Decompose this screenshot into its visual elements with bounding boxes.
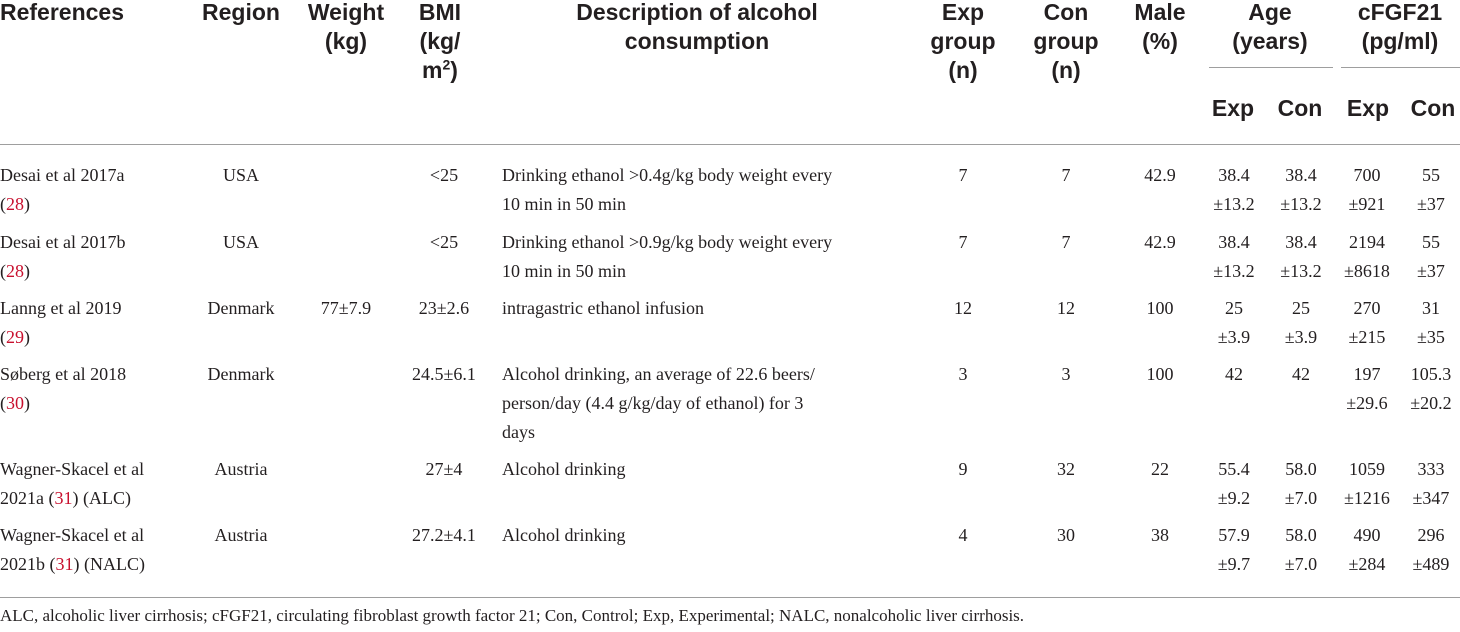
header-age-exp: Exp [1211, 95, 1255, 121]
exp-n-cell: 3 [958, 364, 968, 384]
con-n-cell: 3 [1061, 364, 1071, 384]
header-male: Male (%) [1134, 0, 1186, 54]
male-cell: 100 [1146, 298, 1174, 318]
header-exp-group: Exp group (n) [930, 0, 996, 83]
con-n-cell: 32 [1057, 459, 1075, 479]
region-cell: Austria [214, 459, 268, 479]
header-age: Age (years) [1232, 0, 1308, 54]
exp-n-cell: 9 [958, 459, 968, 479]
description-cell: intragastric ethanol infusion [502, 298, 704, 318]
region-cell: Denmark [207, 364, 275, 384]
region-cell: Austria [214, 525, 268, 545]
header-region: Region [202, 0, 280, 25]
description-cell: Alcohol drinking [502, 525, 626, 545]
cfgf21-con-cell: 296 ±489 [1412, 525, 1450, 574]
cfgf21-exp-cell: 2194 ±8618 [1344, 232, 1390, 281]
cfgf21-con-cell: 105.3 ±20.2 [1410, 364, 1452, 413]
header-bmi: BMI (kg/ m2) [418, 0, 462, 83]
header-references: References [0, 0, 125, 25]
male-cell: 100 [1146, 364, 1174, 384]
cfgf21-exp-cell: 1059 ±1216 [1344, 459, 1390, 508]
age-con-cell: 38.4 ±13.2 [1280, 232, 1322, 281]
age-group-underline [1209, 67, 1333, 68]
citation-link[interactable]: 31 [54, 488, 73, 508]
age-exp-cell: 38.4 ±13.2 [1213, 232, 1255, 281]
description-cell: Drinking ethanol >0.9g/kg body weight ev… [502, 232, 833, 281]
age-con-cell: 38.4 ±13.2 [1280, 165, 1322, 214]
exp-n-cell: 4 [958, 525, 968, 545]
reference-cell: Desai et al 2017a (28) [0, 165, 125, 214]
cfgf21-con-cell: 55 ±37 [1417, 165, 1445, 214]
exp-n-cell: 12 [954, 298, 972, 318]
citation-link[interactable]: 28 [6, 261, 24, 281]
bmi-cell: <25 [429, 165, 459, 185]
age-exp-cell: 38.4 ±13.2 [1213, 165, 1255, 214]
age-con-cell: 58.0 ±7.0 [1284, 525, 1318, 574]
male-cell: 42.9 [1144, 232, 1176, 252]
citation-link[interactable]: 30 [6, 393, 24, 413]
citation-link[interactable]: 28 [6, 194, 24, 214]
male-cell: 22 [1151, 459, 1169, 479]
con-n-cell: 7 [1061, 165, 1071, 185]
age-exp-cell: 25 ±3.9 [1217, 298, 1251, 347]
bmi-cell: <25 [429, 232, 459, 252]
cfgf21-con-cell: 333 ±347 [1412, 459, 1450, 508]
bmi-cell: 23±2.6 [418, 298, 470, 318]
reference-cell: Wagner-Skacel et al 2021a (31) (ALC) [0, 459, 145, 508]
age-exp-cell: 55.4 ±9.2 [1217, 459, 1251, 508]
header-description: Description of alcohol consumption [576, 0, 818, 54]
header-weight: Weight (kg) [307, 0, 385, 54]
description-cell: Drinking ethanol >0.4g/kg body weight ev… [502, 165, 833, 214]
region-cell: Denmark [207, 298, 275, 318]
reference-cell: Søberg et al 2018 (30) [0, 364, 127, 413]
age-exp-cell: 57.9 ±9.7 [1217, 525, 1251, 574]
cfgf21-con-cell: 55 ±37 [1417, 232, 1445, 281]
header-age-con: Con [1277, 95, 1323, 121]
cfgf21-exp-cell: 270 ±215 [1348, 298, 1386, 347]
region-cell: USA [222, 165, 259, 185]
male-cell: 42.9 [1144, 165, 1176, 185]
header-rule [0, 144, 1460, 145]
bmi-cell: 27.2±4.1 [412, 525, 476, 545]
con-n-cell: 30 [1057, 525, 1075, 545]
header-cfgf21: cFGF21 (pg/ml) [1357, 0, 1443, 54]
citation-link[interactable]: 29 [6, 327, 24, 347]
age-con-cell: 58.0 ±7.0 [1284, 459, 1318, 508]
bmi-cell: 27±4 [425, 459, 463, 479]
cfgf21-exp-cell: 490 ±284 [1348, 525, 1386, 574]
cfgf21-con-cell: 31 ±35 [1417, 298, 1445, 347]
age-con-cell: 42 [1292, 364, 1310, 384]
exp-n-cell: 7 [958, 232, 968, 252]
age-con-cell: 25 ±3.9 [1284, 298, 1318, 347]
header-cfgf21-con: Con [1410, 95, 1456, 121]
weight-cell: 77±7.9 [320, 298, 372, 318]
citation-link[interactable]: 31 [55, 554, 74, 574]
table-footnote: ALC, alcoholic liver cirrhosis; cFGF21, … [0, 606, 1025, 625]
header-cfgf21-exp: Exp [1346, 95, 1390, 121]
age-exp-cell: 42 [1225, 364, 1243, 384]
description-cell: Alcohol drinking [502, 459, 626, 479]
cfgf21-exp-cell: 700 ±921 [1348, 165, 1386, 214]
con-n-cell: 7 [1061, 232, 1071, 252]
cfgf21-group-underline [1341, 67, 1460, 68]
reference-cell: Lanng et al 2019 (29) [0, 298, 122, 347]
header-con-group: Con group (n) [1033, 0, 1099, 83]
male-cell: 38 [1151, 525, 1169, 545]
con-n-cell: 12 [1057, 298, 1075, 318]
reference-cell: Desai et al 2017b (28) [0, 232, 126, 281]
cfgf21-exp-cell: 197 ±29.6 [1346, 364, 1388, 413]
reference-cell: Wagner-Skacel et al 2021b (31) (NALC) [0, 525, 145, 574]
table-bottom-rule [0, 597, 1460, 598]
exp-n-cell: 7 [958, 165, 968, 185]
region-cell: USA [222, 232, 259, 252]
description-cell: Alcohol drinking, an average of 22.6 bee… [502, 364, 815, 442]
bmi-cell: 24.5±6.1 [412, 364, 476, 384]
